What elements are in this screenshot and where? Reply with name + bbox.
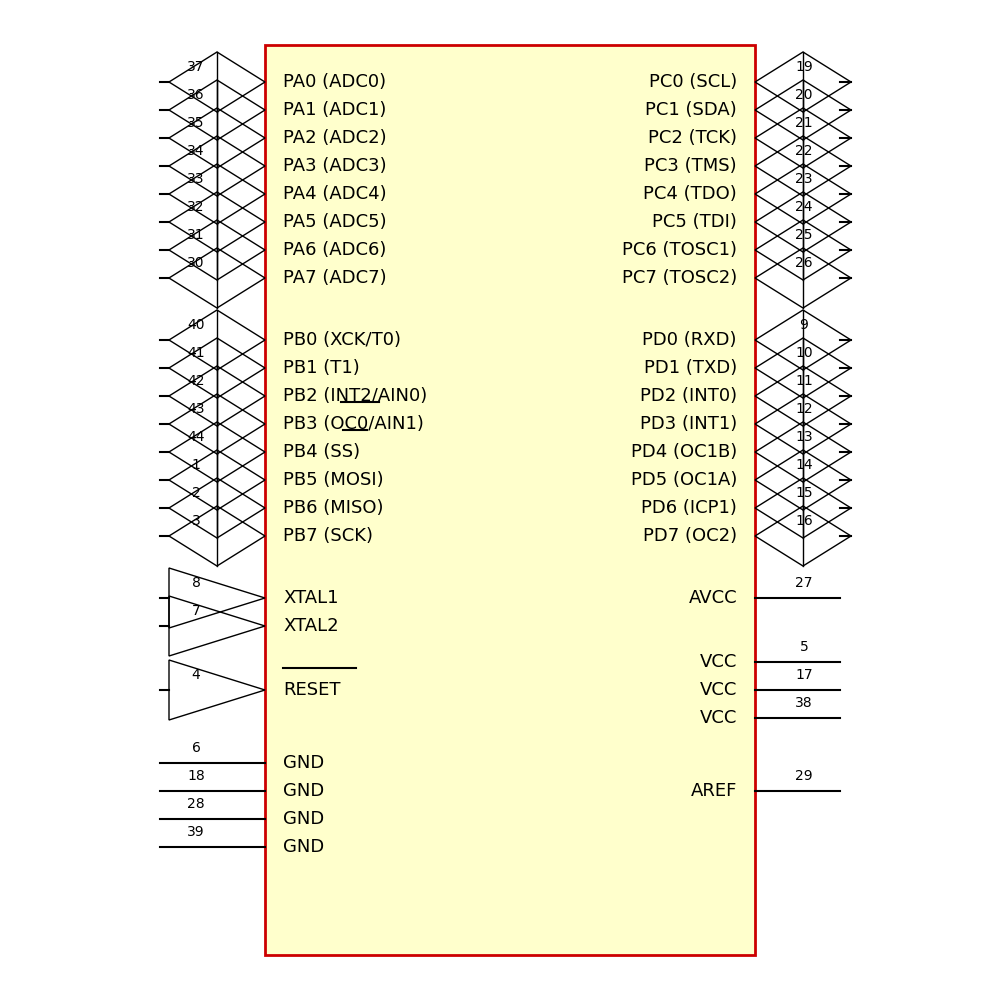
Text: 11: 11 [795, 374, 813, 388]
Text: 17: 17 [795, 668, 813, 682]
Text: PA3 (ADC3): PA3 (ADC3) [283, 157, 387, 175]
Text: GND: GND [283, 810, 324, 828]
Text: 30: 30 [187, 256, 205, 270]
Text: 4: 4 [192, 668, 200, 682]
Text: PC0 (SCL): PC0 (SCL) [649, 73, 737, 91]
Text: PA2 (ADC2): PA2 (ADC2) [283, 129, 387, 147]
Text: VCC: VCC [700, 681, 737, 699]
Text: VCC: VCC [700, 653, 737, 671]
Text: PC5 (TDI): PC5 (TDI) [652, 213, 737, 231]
Text: GND: GND [283, 754, 324, 772]
Text: GND: GND [283, 782, 324, 800]
Text: 44: 44 [187, 430, 205, 444]
Text: PB5 (MOSI): PB5 (MOSI) [283, 471, 384, 489]
Text: 3: 3 [192, 514, 200, 528]
Text: 42: 42 [187, 374, 205, 388]
Text: PD4 (OC1B): PD4 (OC1B) [631, 443, 737, 461]
Text: 26: 26 [795, 256, 813, 270]
Text: 29: 29 [795, 769, 813, 783]
Text: 36: 36 [187, 88, 205, 102]
Text: PC3 (TMS): PC3 (TMS) [644, 157, 737, 175]
Text: 43: 43 [187, 402, 205, 416]
Text: PC4 (TDO): PC4 (TDO) [643, 185, 737, 203]
Text: 28: 28 [187, 797, 205, 811]
Text: XTAL2: XTAL2 [283, 617, 339, 635]
Text: 2: 2 [192, 486, 200, 500]
Text: 19: 19 [795, 60, 813, 74]
Text: PA4 (ADC4): PA4 (ADC4) [283, 185, 387, 203]
Text: PB4 (SS): PB4 (SS) [283, 443, 360, 461]
Text: 16: 16 [795, 514, 813, 528]
Text: RESET: RESET [283, 681, 341, 699]
Text: 31: 31 [187, 228, 205, 242]
Text: PB1 (T1): PB1 (T1) [283, 359, 360, 377]
Text: PB6 (MISO): PB6 (MISO) [283, 499, 384, 517]
Text: PD1 (TXD): PD1 (TXD) [644, 359, 737, 377]
Text: PD5 (OC1A): PD5 (OC1A) [631, 471, 737, 489]
Text: AVCC: AVCC [688, 589, 737, 607]
Text: 10: 10 [795, 346, 813, 360]
Text: AREF: AREF [691, 782, 737, 800]
Text: PD2 (INT0): PD2 (INT0) [640, 387, 737, 405]
Text: PA0 (ADC0): PA0 (ADC0) [283, 73, 386, 91]
Text: VCC: VCC [700, 709, 737, 727]
Text: 39: 39 [187, 825, 205, 839]
Text: 24: 24 [795, 200, 813, 214]
Text: 22: 22 [795, 144, 813, 158]
Text: PA5 (ADC5): PA5 (ADC5) [283, 213, 387, 231]
Text: PB3 (OC0/AIN1): PB3 (OC0/AIN1) [283, 415, 424, 433]
Text: GND: GND [283, 838, 324, 856]
Text: PC7 (TOSC2): PC7 (TOSC2) [622, 269, 737, 287]
Bar [265, 45, 755, 955]
Text: PC6 (TOSC1): PC6 (TOSC1) [622, 241, 737, 259]
Text: PD0 (RXD): PD0 (RXD) [642, 331, 737, 349]
Text: PD3 (INT1): PD3 (INT1) [640, 415, 737, 433]
Text: 18: 18 [187, 769, 205, 783]
Text: 37: 37 [187, 60, 205, 74]
Text: 25: 25 [795, 228, 813, 242]
Text: 14: 14 [795, 458, 813, 472]
Text: 15: 15 [795, 486, 813, 500]
Text: 7: 7 [192, 604, 200, 618]
Text: PD7 (OC2): PD7 (OC2) [643, 527, 737, 545]
Text: 23: 23 [795, 172, 813, 186]
Text: 27: 27 [795, 576, 813, 590]
Text: 38: 38 [795, 696, 813, 710]
Text: 9: 9 [800, 318, 808, 332]
Text: 32: 32 [187, 200, 205, 214]
Text: PA6 (ADC6): PA6 (ADC6) [283, 241, 386, 259]
Text: 12: 12 [795, 402, 813, 416]
Text: PB7 (SCK): PB7 (SCK) [283, 527, 373, 545]
Text: 5: 5 [800, 640, 808, 654]
Text: 34: 34 [187, 144, 205, 158]
Text: XTAL1: XTAL1 [283, 589, 339, 607]
Text: PB2 (INT2/AIN0): PB2 (INT2/AIN0) [283, 387, 427, 405]
Text: 33: 33 [187, 172, 205, 186]
Text: PA7 (ADC7): PA7 (ADC7) [283, 269, 387, 287]
Text: 40: 40 [187, 318, 205, 332]
Text: 1: 1 [192, 458, 200, 472]
Text: 8: 8 [192, 576, 200, 590]
Text: 35: 35 [187, 116, 205, 130]
Text: PA1 (ADC1): PA1 (ADC1) [283, 101, 386, 119]
Text: 6: 6 [192, 741, 200, 755]
Text: 21: 21 [795, 116, 813, 130]
Text: PC2 (TCK): PC2 (TCK) [648, 129, 737, 147]
Text: PB0 (XCK/T0): PB0 (XCK/T0) [283, 331, 401, 349]
Text: 13: 13 [795, 430, 813, 444]
Text: PD6 (ICP1): PD6 (ICP1) [641, 499, 737, 517]
Text: 41: 41 [187, 346, 205, 360]
Text: PC1 (SDA): PC1 (SDA) [645, 101, 737, 119]
Text: 20: 20 [795, 88, 813, 102]
